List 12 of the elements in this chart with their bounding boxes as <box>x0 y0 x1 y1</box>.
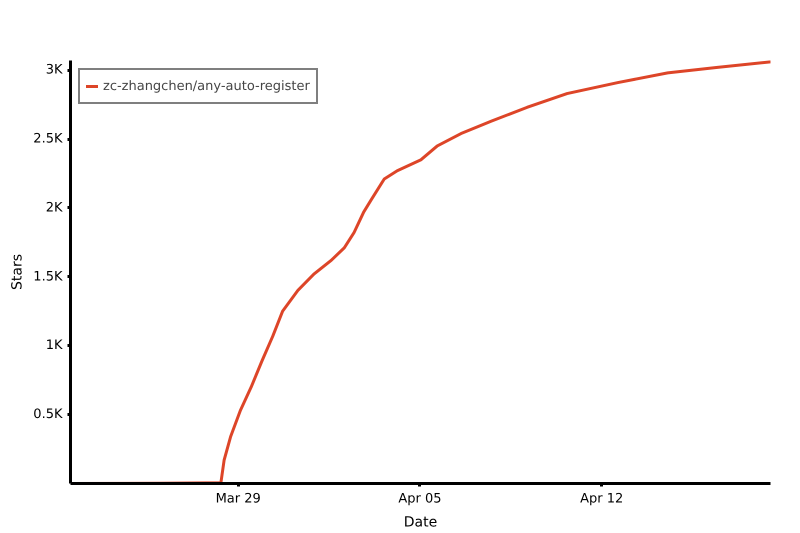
x-tick-label: Mar 29 <box>216 492 261 506</box>
x-tick-label: Apr 05 <box>398 492 442 506</box>
y-tick-label: 3K <box>46 62 63 78</box>
legend-label: zc-zhangchen/any-auto-register <box>103 78 310 94</box>
y-tick-label: 1.5K <box>33 269 63 284</box>
x-axis-title: Date <box>404 514 438 530</box>
y-tick-label: 0.5K <box>33 407 63 422</box>
y-tick-label: 2K <box>46 200 63 216</box>
y-tick-label: 2.5K <box>33 132 63 147</box>
x-tick-label: Apr 12 <box>580 492 624 506</box>
y-tick-label: 1K <box>46 338 63 354</box>
y-axis-title: Stars <box>9 254 26 290</box>
